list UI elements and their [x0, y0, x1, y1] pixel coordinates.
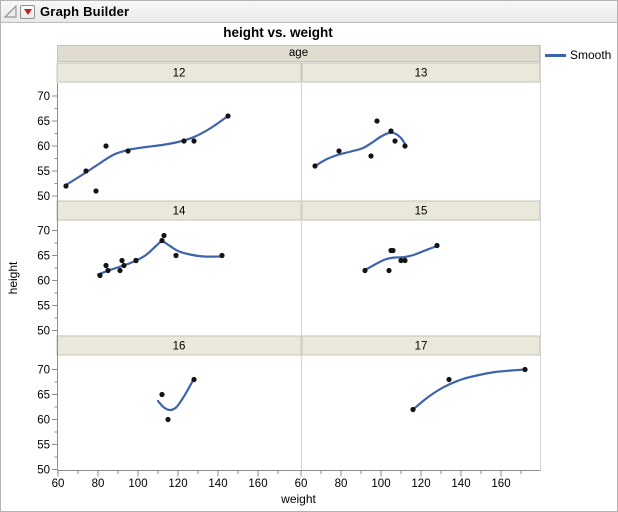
scatter-point[interactable] [191, 138, 197, 144]
x-tick-label: 120 [411, 478, 430, 490]
x-tick-label: 100 [371, 478, 390, 490]
y-tick-label: 50 [37, 326, 50, 338]
smooth-line-age-13 [313, 131, 407, 168]
scatter-point[interactable] [388, 128, 394, 134]
chart-title: height vs. weight [223, 25, 333, 40]
scatter-point[interactable] [161, 232, 167, 239]
scatter-point[interactable] [105, 267, 111, 274]
facet-label-cell [56, 62, 302, 83]
scatter-point[interactable] [63, 183, 69, 189]
x-tick-label: 80 [92, 478, 105, 490]
y-tick-label: 60 [37, 276, 50, 288]
scatter-point[interactable] [434, 242, 440, 249]
y-tick-label: 60 [37, 141, 50, 153]
scatter-point[interactable] [119, 257, 125, 264]
scatter-point[interactable] [165, 416, 171, 423]
scatter-point[interactable] [125, 148, 131, 154]
scatter-point[interactable] [117, 267, 123, 274]
y-tick-label: 55 [37, 301, 50, 313]
smooth-line-swatch [545, 53, 566, 57]
facet-value-label: 15 [415, 206, 428, 218]
disclosure-triangle-icon[interactable] [4, 5, 17, 18]
scatter-point[interactable] [191, 376, 197, 383]
scatter-point[interactable] [159, 237, 165, 244]
scatter-point[interactable] [219, 252, 225, 259]
y-tick-label: 55 [37, 440, 50, 452]
scatter-point[interactable] [133, 257, 139, 264]
y-axis-title: height [6, 261, 20, 295]
y-tick-label: 70 [37, 91, 50, 103]
x-axis-title: weight [281, 492, 316, 506]
scatter-point[interactable] [312, 163, 318, 169]
y-tick-label: 70 [37, 365, 50, 377]
scatter-point[interactable] [402, 257, 408, 264]
scatter-point[interactable] [103, 262, 109, 269]
scatter-point[interactable] [386, 267, 392, 274]
scatter-point[interactable] [410, 406, 416, 413]
scatter-point[interactable] [390, 247, 396, 254]
window-title: Graph Builder [40, 4, 130, 19]
red-triangle-icon [23, 8, 32, 15]
scatter-point[interactable] [522, 366, 528, 373]
scatter-point[interactable] [103, 143, 109, 149]
x-tick-label: 60 [295, 478, 308, 490]
facet-value-label: 17 [415, 341, 428, 353]
facet-header-band: age [57, 45, 540, 62]
facet-value-label: 14 [173, 206, 186, 218]
scatter-point[interactable] [181, 138, 187, 144]
outline-title-bar: Graph Builder [1, 1, 617, 23]
x-tick-label: 140 [208, 478, 227, 490]
scatter-point[interactable] [374, 118, 380, 124]
y-tick-label: 50 [37, 191, 50, 203]
scatter-point[interactable] [392, 138, 398, 144]
scatter-point[interactable] [398, 257, 404, 264]
scatter-point[interactable] [83, 168, 89, 174]
x-tick-label: 100 [128, 478, 147, 490]
x-tick-label: 80 [335, 478, 348, 490]
facet-value-label: 12 [173, 68, 186, 80]
x-tick-label: 160 [491, 478, 510, 490]
red-triangle-menu-button[interactable] [20, 4, 35, 19]
x-tick-label: 140 [451, 478, 470, 490]
scatter-point[interactable] [446, 376, 452, 383]
x-tick-label: 120 [168, 478, 187, 490]
legend: Smooth [545, 48, 611, 62]
scatter-point[interactable] [225, 113, 231, 119]
y-tick-label: 65 [37, 251, 50, 263]
scatter-point[interactable] [93, 188, 99, 194]
facet-value-label: 16 [173, 341, 186, 353]
y-tick-label: 50 [37, 465, 50, 477]
x-tick-label: 160 [248, 478, 267, 490]
scatter-point[interactable] [402, 143, 408, 149]
smooth-line-age-12 [64, 114, 230, 187]
legend-label: Smooth [570, 48, 612, 62]
scatter-point[interactable] [121, 262, 127, 269]
scatter-point[interactable] [336, 148, 342, 154]
smooth-line-age-15 [363, 244, 439, 272]
y-tick-label: 60 [37, 415, 50, 427]
scatter-point[interactable] [159, 391, 165, 398]
y-tick-label: 70 [37, 226, 50, 238]
smooth-line-age-16 [156, 377, 196, 412]
scatter-point[interactable] [362, 267, 368, 274]
scatter-point[interactable] [173, 252, 179, 259]
y-tick-label: 55 [37, 166, 50, 178]
y-tick-label: 65 [37, 390, 50, 402]
scatter-point[interactable] [97, 272, 103, 279]
scatter-point[interactable] [368, 153, 374, 159]
smooth-line-age-17 [411, 368, 527, 411]
y-tick-label: 65 [37, 116, 50, 128]
smooth-line-age-14 [96, 240, 224, 276]
facet-value-label: 13 [415, 68, 428, 80]
x-tick-label: 60 [52, 478, 65, 490]
